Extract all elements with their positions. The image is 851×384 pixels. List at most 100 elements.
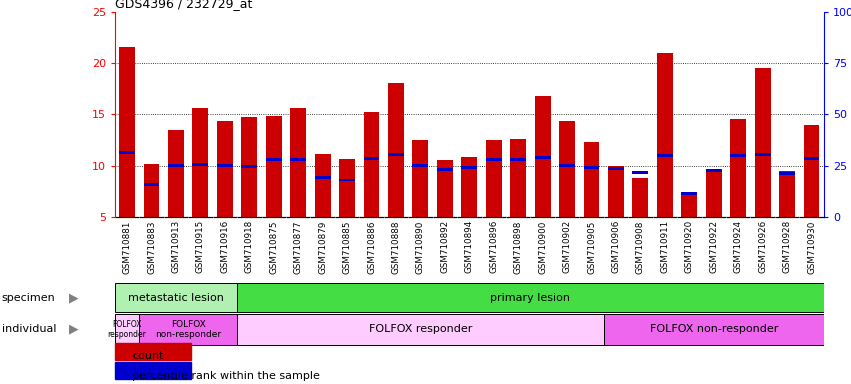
Text: GSM710894: GSM710894: [465, 220, 474, 273]
Bar: [119, 151, 135, 154]
Bar: [388, 83, 404, 268]
Text: GSM710883: GSM710883: [147, 220, 156, 274]
Bar: [584, 166, 599, 169]
Text: GSM710918: GSM710918: [245, 220, 254, 273]
Text: individual: individual: [2, 324, 56, 334]
Bar: [486, 158, 502, 161]
Bar: [603, 314, 824, 345]
Text: GSM710913: GSM710913: [172, 220, 180, 273]
Text: primary lesion: primary lesion: [490, 293, 570, 303]
Text: FOLFOX
non-responder: FOLFOX non-responder: [155, 319, 221, 339]
Text: GSM710908: GSM710908: [636, 220, 645, 273]
Bar: [608, 167, 624, 170]
Bar: [632, 178, 648, 268]
Text: GSM710886: GSM710886: [367, 220, 376, 273]
Text: GSM710892: GSM710892: [440, 220, 449, 273]
Bar: [682, 192, 697, 195]
Text: GSM710920: GSM710920: [685, 220, 694, 273]
Bar: [290, 108, 306, 268]
Bar: [140, 314, 237, 345]
Bar: [559, 164, 575, 167]
Bar: [266, 158, 282, 161]
Text: FOLFOX
responder: FOLFOX responder: [108, 319, 146, 339]
Text: FOLFOX responder: FOLFOX responder: [368, 324, 472, 334]
Bar: [780, 171, 795, 268]
Text: GSM710902: GSM710902: [563, 220, 572, 273]
Bar: [192, 163, 208, 166]
Text: GDS4396 / 232729_at: GDS4396 / 232729_at: [115, 0, 252, 10]
Bar: [682, 194, 697, 268]
Bar: [511, 139, 526, 268]
Text: GSM710890: GSM710890: [416, 220, 425, 273]
Text: GSM710896: GSM710896: [489, 220, 499, 273]
Bar: [730, 119, 746, 268]
Text: GSM710881: GSM710881: [123, 220, 132, 273]
Bar: [388, 153, 404, 156]
Bar: [755, 153, 771, 156]
Text: GSM710930: GSM710930: [807, 220, 816, 273]
Bar: [217, 164, 233, 167]
Bar: [803, 124, 820, 268]
Bar: [413, 140, 428, 268]
Text: ▶: ▶: [69, 323, 78, 336]
Bar: [115, 314, 140, 345]
Bar: [705, 169, 722, 172]
Bar: [705, 171, 722, 268]
Bar: [363, 157, 380, 160]
Bar: [413, 164, 428, 167]
Text: GSM710926: GSM710926: [758, 220, 767, 273]
Bar: [144, 183, 159, 185]
Bar: [144, 164, 159, 268]
Text: percentile rank within the sample: percentile rank within the sample: [132, 371, 320, 381]
Bar: [657, 53, 673, 268]
Text: GSM710922: GSM710922: [709, 220, 718, 273]
Bar: [315, 154, 330, 268]
Bar: [437, 168, 453, 171]
Text: GSM710924: GSM710924: [734, 220, 743, 273]
Bar: [242, 165, 257, 168]
Bar: [115, 343, 191, 360]
Bar: [780, 172, 795, 175]
Bar: [242, 118, 257, 268]
Text: count: count: [132, 351, 163, 361]
Text: ▶: ▶: [69, 291, 78, 304]
Text: GSM710875: GSM710875: [269, 220, 278, 274]
Text: GSM710900: GSM710900: [538, 220, 547, 273]
Text: GSM710888: GSM710888: [391, 220, 401, 274]
Bar: [486, 140, 502, 268]
Bar: [608, 166, 624, 268]
Text: GSM710911: GSM710911: [660, 220, 670, 273]
Text: GSM710885: GSM710885: [343, 220, 351, 274]
Text: GSM710879: GSM710879: [318, 220, 327, 273]
Bar: [168, 130, 184, 268]
Bar: [237, 314, 603, 345]
Bar: [115, 362, 191, 379]
Bar: [461, 166, 477, 169]
Text: specimen: specimen: [2, 293, 55, 303]
Bar: [437, 161, 453, 268]
Bar: [217, 121, 233, 268]
Bar: [461, 157, 477, 268]
Bar: [803, 157, 820, 160]
Text: FOLFOX non-responder: FOLFOX non-responder: [649, 324, 778, 334]
Bar: [192, 108, 208, 268]
Bar: [340, 179, 355, 181]
Bar: [168, 164, 184, 167]
Bar: [730, 154, 746, 157]
Bar: [266, 116, 282, 268]
Bar: [290, 158, 306, 161]
Bar: [115, 283, 237, 312]
Bar: [584, 142, 599, 268]
Bar: [632, 171, 648, 174]
Text: GSM710915: GSM710915: [196, 220, 205, 273]
Text: metastatic lesion: metastatic lesion: [128, 293, 224, 303]
Bar: [534, 156, 551, 159]
Bar: [657, 154, 673, 157]
Text: GSM710928: GSM710928: [783, 220, 791, 273]
Bar: [511, 158, 526, 161]
Bar: [363, 112, 380, 268]
Bar: [340, 159, 355, 268]
Bar: [119, 48, 135, 268]
Bar: [315, 177, 330, 179]
Text: GSM710905: GSM710905: [587, 220, 596, 273]
